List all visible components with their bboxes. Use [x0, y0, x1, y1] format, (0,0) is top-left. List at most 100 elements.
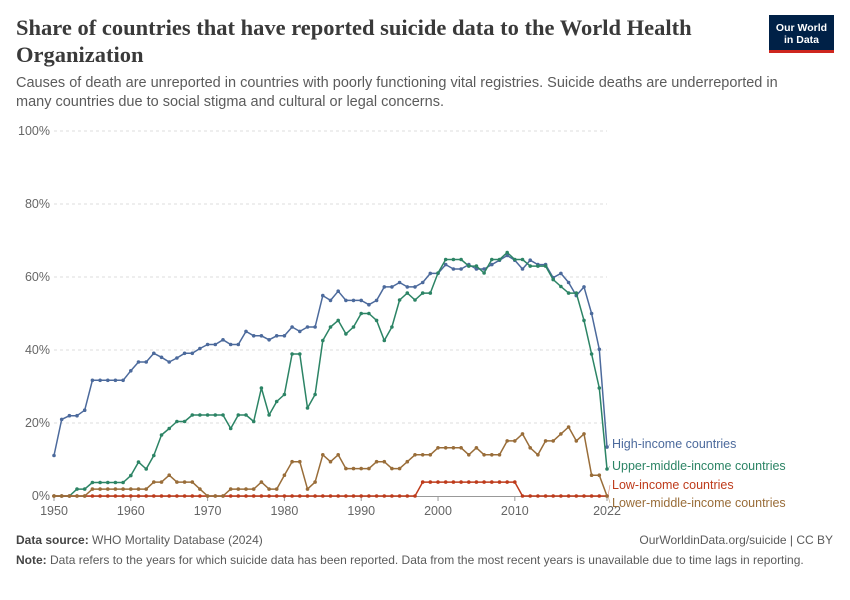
- data-point-low-income-countries[interactable]: [98, 494, 102, 498]
- data-point-lower-middle-income-countries[interactable]: [305, 487, 310, 491]
- data-point-high-income-countries[interactable]: [90, 378, 95, 383]
- data-point-upper-middle-income-countries[interactable]: [451, 257, 456, 262]
- data-point-lower-middle-income-countries[interactable]: [182, 480, 187, 484]
- source-url[interactable]: OurWorldinData.org/suicide | CC BY: [639, 533, 833, 547]
- data-point-low-income-countries[interactable]: [566, 494, 571, 498]
- data-point-lower-middle-income-countries[interactable]: [428, 453, 433, 457]
- data-point-upper-middle-income-countries[interactable]: [559, 284, 563, 289]
- data-point-upper-middle-income-countries[interactable]: [182, 419, 187, 424]
- data-point-upper-middle-income-countries[interactable]: [436, 271, 440, 275]
- data-point-lower-middle-income-countries[interactable]: [98, 487, 102, 491]
- data-point-low-income-countries[interactable]: [467, 480, 471, 484]
- data-point-low-income-countries[interactable]: [106, 494, 110, 498]
- data-point-low-income-countries[interactable]: [129, 494, 133, 498]
- data-point-low-income-countries[interactable]: [90, 494, 95, 498]
- data-point-upper-middle-income-countries[interactable]: [106, 480, 110, 485]
- data-point-upper-middle-income-countries[interactable]: [290, 352, 294, 356]
- data-point-low-income-countries[interactable]: [551, 494, 555, 498]
- data-point-low-income-countries[interactable]: [159, 494, 164, 498]
- data-point-upper-middle-income-countries[interactable]: [144, 467, 148, 471]
- data-point-upper-middle-income-countries[interactable]: [397, 298, 402, 302]
- data-point-high-income-countries[interactable]: [344, 298, 348, 303]
- series-line-upper-middle-income-countries[interactable]: [54, 251, 608, 497]
- data-point-lower-middle-income-countries[interactable]: [313, 480, 317, 484]
- data-point-lower-middle-income-countries[interactable]: [459, 446, 463, 450]
- data-point-upper-middle-income-countries[interactable]: [213, 413, 218, 417]
- data-point-low-income-countries[interactable]: [428, 480, 433, 484]
- data-point-upper-middle-income-countries[interactable]: [259, 386, 264, 390]
- data-point-upper-middle-income-countries[interactable]: [528, 264, 532, 268]
- data-point-lower-middle-income-countries[interactable]: [52, 494, 56, 498]
- data-point-lower-middle-income-countries[interactable]: [559, 432, 563, 436]
- data-point-low-income-countries[interactable]: [436, 480, 440, 484]
- data-point-upper-middle-income-countries[interactable]: [443, 257, 448, 262]
- data-point-upper-middle-income-countries[interactable]: [582, 318, 586, 323]
- data-point-high-income-countries[interactable]: [351, 298, 356, 303]
- data-point-low-income-countries[interactable]: [228, 494, 233, 498]
- data-point-upper-middle-income-countries[interactable]: [98, 480, 102, 485]
- data-point-high-income-countries[interactable]: [605, 445, 609, 449]
- data-point-low-income-countries[interactable]: [298, 494, 302, 498]
- data-point-high-income-countries[interactable]: [259, 334, 264, 338]
- data-point-low-income-countries[interactable]: [182, 494, 187, 498]
- data-point-high-income-countries[interactable]: [405, 285, 410, 289]
- data-point-lower-middle-income-countries[interactable]: [390, 466, 394, 471]
- data-point-upper-middle-income-countries[interactable]: [228, 426, 233, 431]
- data-point-upper-middle-income-countries[interactable]: [282, 392, 287, 397]
- data-point-lower-middle-income-countries[interactable]: [589, 473, 594, 478]
- data-point-lower-middle-income-countries[interactable]: [236, 487, 241, 491]
- data-point-upper-middle-income-countries[interactable]: [90, 480, 95, 485]
- data-point-upper-middle-income-countries[interactable]: [82, 487, 87, 491]
- data-point-upper-middle-income-countries[interactable]: [490, 257, 494, 262]
- data-point-upper-middle-income-countries[interactable]: [543, 264, 548, 268]
- data-point-lower-middle-income-countries[interactable]: [59, 494, 64, 498]
- data-point-upper-middle-income-countries[interactable]: [251, 419, 256, 424]
- data-point-lower-middle-income-countries[interactable]: [90, 487, 95, 491]
- data-point-lower-middle-income-countries[interactable]: [482, 453, 486, 457]
- data-point-upper-middle-income-countries[interactable]: [313, 392, 317, 397]
- data-point-upper-middle-income-countries[interactable]: [382, 338, 387, 343]
- data-point-low-income-countries[interactable]: [274, 494, 279, 498]
- data-point-low-income-countries[interactable]: [390, 494, 394, 498]
- data-point-lower-middle-income-countries[interactable]: [267, 487, 271, 491]
- data-point-high-income-countries[interactable]: [59, 417, 64, 422]
- data-point-high-income-countries[interactable]: [267, 338, 271, 342]
- data-point-lower-middle-income-countries[interactable]: [244, 487, 248, 491]
- data-point-high-income-countries[interactable]: [175, 356, 179, 360]
- data-point-upper-middle-income-countries[interactable]: [390, 325, 394, 329]
- data-point-lower-middle-income-countries[interactable]: [505, 439, 510, 443]
- data-point-lower-middle-income-countries[interactable]: [566, 425, 571, 429]
- data-point-high-income-countries[interactable]: [106, 378, 110, 383]
- data-point-high-income-countries[interactable]: [213, 342, 218, 347]
- data-point-lower-middle-income-countries[interactable]: [282, 473, 287, 478]
- data-point-high-income-countries[interactable]: [298, 329, 302, 334]
- series-label-upper-middle-income-countries[interactable]: Upper-middle-income countries: [612, 459, 786, 473]
- data-point-high-income-countries[interactable]: [559, 271, 563, 276]
- data-point-upper-middle-income-countries[interactable]: [574, 291, 579, 295]
- data-point-upper-middle-income-countries[interactable]: [605, 467, 609, 471]
- data-point-high-income-countries[interactable]: [482, 267, 486, 271]
- data-point-low-income-countries[interactable]: [351, 494, 356, 498]
- data-point-high-income-countries[interactable]: [566, 280, 571, 285]
- data-point-low-income-countries[interactable]: [167, 494, 171, 498]
- data-point-high-income-countries[interactable]: [244, 329, 248, 334]
- data-point-upper-middle-income-countries[interactable]: [198, 413, 202, 417]
- data-point-lower-middle-income-countries[interactable]: [443, 446, 448, 450]
- data-point-upper-middle-income-countries[interactable]: [190, 413, 195, 417]
- data-point-high-income-countries[interactable]: [274, 334, 279, 338]
- data-point-lower-middle-income-countries[interactable]: [167, 473, 171, 478]
- data-point-high-income-countries[interactable]: [236, 342, 241, 347]
- data-point-low-income-countries[interactable]: [589, 494, 594, 498]
- data-point-high-income-countries[interactable]: [367, 302, 371, 307]
- data-point-upper-middle-income-countries[interactable]: [497, 257, 502, 262]
- data-point-upper-middle-income-countries[interactable]: [344, 332, 348, 336]
- data-point-high-income-countries[interactable]: [205, 342, 210, 347]
- data-point-upper-middle-income-countries[interactable]: [121, 480, 125, 485]
- data-point-upper-middle-income-countries[interactable]: [274, 399, 279, 404]
- data-point-high-income-countries[interactable]: [528, 258, 532, 263]
- series-label-lower-middle-income-countries[interactable]: Lower-middle-income countries: [612, 496, 786, 510]
- data-point-lower-middle-income-countries[interactable]: [520, 432, 525, 436]
- data-point-lower-middle-income-countries[interactable]: [405, 459, 410, 464]
- data-point-upper-middle-income-countries[interactable]: [75, 487, 79, 491]
- data-point-low-income-countries[interactable]: [574, 494, 579, 498]
